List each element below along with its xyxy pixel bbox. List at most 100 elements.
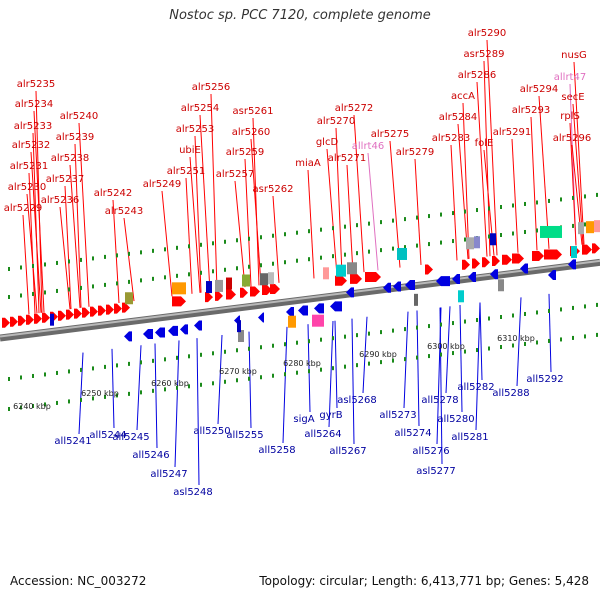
gene-domain-box[interactable] bbox=[226, 277, 232, 290]
gene-domain-box[interactable] bbox=[50, 313, 54, 326]
gene-label-nusG[interactable]: nusG bbox=[561, 50, 587, 61]
gene-label-all5245[interactable]: all5245 bbox=[112, 432, 149, 443]
forward-gene-arrow[interactable] bbox=[74, 308, 82, 319]
gene-domain-box[interactable] bbox=[594, 220, 600, 233]
reverse-gene-arrow[interactable] bbox=[124, 331, 132, 342]
gene-label-folE[interactable]: folE bbox=[475, 138, 494, 149]
gene-domain-box[interactable] bbox=[458, 290, 464, 303]
reverse-gene-arrow[interactable] bbox=[314, 303, 324, 314]
reverse-gene-arrow[interactable] bbox=[436, 276, 450, 287]
gene-label-alr5238[interactable]: alr5238 bbox=[51, 153, 89, 164]
reverse-gene-arrow[interactable] bbox=[405, 279, 415, 290]
reverse-gene-arrow[interactable] bbox=[490, 269, 498, 280]
gene-domain-box[interactable] bbox=[237, 320, 241, 333]
gene-domain-box[interactable] bbox=[268, 272, 274, 285]
gene-domain-box[interactable] bbox=[578, 222, 584, 235]
gene-label-asl5277[interactable]: asl5277 bbox=[416, 466, 456, 477]
gene-label-alr5239[interactable]: alr5239 bbox=[56, 132, 94, 143]
forward-gene-arrow[interactable] bbox=[544, 249, 562, 260]
gene-label-all5264[interactable]: all5264 bbox=[304, 429, 341, 440]
gene-label-alr5283[interactable]: alr5283 bbox=[432, 133, 470, 144]
gene-label-all5274[interactable]: all5274 bbox=[394, 428, 431, 439]
forward-gene-arrow[interactable] bbox=[10, 316, 18, 327]
reverse-gene-arrow[interactable] bbox=[452, 274, 460, 285]
forward-gene-arrow[interactable] bbox=[240, 287, 248, 298]
gene-label-alr5251[interactable]: alr5251 bbox=[167, 166, 205, 177]
reverse-gene-arrow[interactable] bbox=[383, 282, 391, 293]
gene-label-all5292[interactable]: all5292 bbox=[526, 374, 563, 385]
forward-gene-arrow[interactable] bbox=[205, 292, 213, 303]
gene-label-alr5242[interactable]: alr5242 bbox=[94, 188, 132, 199]
forward-gene-arrow[interactable] bbox=[82, 307, 90, 318]
gene-label-alr5230[interactable]: alr5230 bbox=[8, 182, 46, 193]
gene-label-all5244[interactable]: all5244 bbox=[89, 430, 126, 441]
forward-gene-arrow[interactable] bbox=[472, 258, 480, 269]
gene-label-alr5270[interactable]: alr5270 bbox=[317, 116, 355, 127]
forward-gene-arrow[interactable] bbox=[582, 244, 592, 255]
forward-gene-arrow[interactable] bbox=[226, 289, 236, 300]
gene-domain-box[interactable] bbox=[323, 267, 329, 280]
gene-label-alr5237[interactable]: alr5237 bbox=[46, 174, 84, 185]
gene-label-alr5279[interactable]: alr5279 bbox=[396, 147, 434, 158]
reverse-gene-arrow[interactable] bbox=[346, 287, 354, 298]
reverse-gene-arrow[interactable] bbox=[520, 263, 528, 274]
forward-gene-arrow[interactable] bbox=[250, 286, 260, 297]
gene-domain-box[interactable] bbox=[312, 314, 324, 327]
gene-label-rplS[interactable]: rplS bbox=[560, 111, 580, 122]
gene-domain-box[interactable] bbox=[347, 262, 357, 275]
forward-gene-arrow[interactable] bbox=[532, 250, 544, 261]
gene-label-alr5259[interactable]: alr5259 bbox=[226, 147, 264, 158]
forward-gene-arrow[interactable] bbox=[58, 310, 66, 321]
gene-label-alr5291[interactable]: alr5291 bbox=[493, 127, 531, 138]
gene-label-alr5232[interactable]: alr5232 bbox=[12, 140, 50, 151]
gene-label-all5281[interactable]: all5281 bbox=[451, 432, 488, 443]
forward-gene-arrow[interactable] bbox=[492, 256, 500, 267]
gene-domain-box[interactable] bbox=[336, 264, 346, 277]
gene-domain-box[interactable] bbox=[260, 273, 268, 286]
gene-label-all5280[interactable]: all5280 bbox=[437, 414, 474, 425]
gene-label-all5288[interactable]: all5288 bbox=[492, 388, 529, 399]
gene-label-sigA[interactable]: sigA bbox=[293, 414, 314, 425]
gene-domain-box[interactable] bbox=[586, 221, 594, 234]
gene-label-asr5262[interactable]: asr5262 bbox=[253, 184, 294, 195]
forward-gene-arrow[interactable] bbox=[42, 312, 50, 323]
gene-domain-box[interactable] bbox=[571, 246, 577, 259]
reverse-gene-arrow[interactable] bbox=[286, 306, 294, 317]
gene-label-all5282[interactable]: all5282 bbox=[457, 382, 494, 393]
gene-label-alr5233[interactable]: alr5233 bbox=[14, 121, 52, 132]
forward-gene-arrow[interactable] bbox=[172, 296, 186, 307]
gene-label-all5255[interactable]: all5255 bbox=[226, 430, 263, 441]
gene-label-all5278[interactable]: all5278 bbox=[421, 395, 458, 406]
gene-label-all5241[interactable]: all5241 bbox=[54, 436, 91, 447]
gene-domain-box[interactable] bbox=[414, 293, 418, 306]
gene-label-alr5231[interactable]: alr5231 bbox=[10, 161, 48, 172]
gene-label-alr5243[interactable]: alr5243 bbox=[105, 206, 143, 217]
gene-label-alr5286[interactable]: alr5286 bbox=[458, 70, 496, 81]
reverse-gene-arrow[interactable] bbox=[168, 325, 178, 336]
forward-gene-arrow[interactable] bbox=[215, 290, 223, 301]
reverse-gene-arrow[interactable] bbox=[548, 269, 556, 280]
gene-label-all5247[interactable]: all5247 bbox=[150, 469, 187, 480]
forward-gene-arrow[interactable] bbox=[462, 259, 470, 270]
gene-domain-box[interactable] bbox=[466, 237, 474, 250]
gene-domain-box[interactable] bbox=[238, 330, 244, 343]
gene-label-alr5272[interactable]: alr5272 bbox=[335, 103, 373, 114]
gene-label-miaA[interactable]: miaA bbox=[295, 158, 321, 169]
gene-label-all5246[interactable]: all5246 bbox=[132, 450, 169, 461]
gene-label-alr5271[interactable]: alr5271 bbox=[328, 153, 366, 164]
reverse-gene-arrow[interactable] bbox=[155, 327, 165, 338]
gene-domain-box[interactable] bbox=[490, 233, 496, 246]
gene-domain-box[interactable] bbox=[125, 292, 133, 305]
reverse-gene-arrow[interactable] bbox=[298, 305, 308, 316]
gene-label-asl5268[interactable]: asl5268 bbox=[337, 395, 377, 406]
reverse-gene-arrow[interactable] bbox=[258, 312, 264, 323]
reverse-gene-arrow[interactable] bbox=[468, 272, 476, 283]
forward-gene-arrow[interactable] bbox=[350, 273, 362, 284]
gene-label-alr5257[interactable]: alr5257 bbox=[216, 169, 254, 180]
forward-gene-arrow[interactable] bbox=[26, 314, 34, 325]
gene-label-asl5248[interactable]: asl5248 bbox=[173, 487, 213, 498]
gene-label-alr5229[interactable]: alr5229 bbox=[4, 203, 42, 214]
gene-label-alr5296[interactable]: alr5296 bbox=[553, 133, 591, 144]
gene-label-allrt46[interactable]: allrt46 bbox=[352, 141, 384, 152]
gene-label-all5267[interactable]: all5267 bbox=[329, 446, 366, 457]
